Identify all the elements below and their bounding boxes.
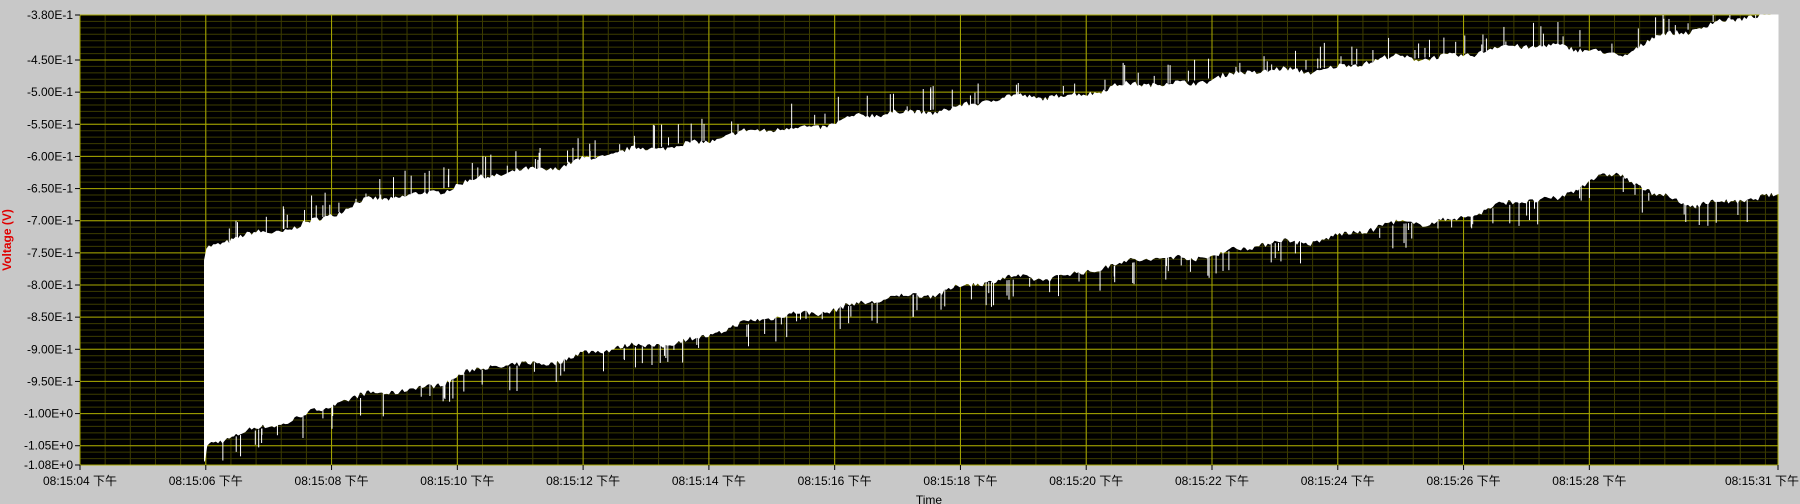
y-tick-label: -9.50E-1: [27, 374, 73, 388]
x-tick-label: 08:15:28 下午: [1552, 474, 1626, 488]
y-tick-label: -1.05E+0: [24, 439, 73, 453]
plot-area: [79, 14, 1779, 466]
y-tick-label: -3.80E-1: [27, 8, 73, 22]
x-tick-label: 08:15:14 下午: [672, 474, 746, 488]
x-axis-label: Time: [916, 493, 943, 504]
x-tick-label: 08:15:26 下午: [1427, 474, 1501, 488]
y-tick-label: -7.50E-1: [27, 246, 73, 260]
y-tick-label: -1.08E+0: [24, 458, 73, 472]
y-tick-label: -8.00E-1: [27, 278, 73, 292]
x-tick-label: 08:15:20 下午: [1049, 474, 1123, 488]
x-tick-label: 08:15:10 下午: [420, 474, 494, 488]
voltage-trace: [204, 14, 1779, 462]
x-tick-label: 08:15:22 下午: [1175, 474, 1249, 488]
trace-envelope: [204, 14, 1779, 462]
x-tick-label: 08:15:12 下午: [546, 474, 620, 488]
y-axis-ticks: -3.80E-1 -4.50E-1 -5.00E-1 -5.50E-1 -6.00E-1…: [24, 8, 80, 472]
x-tick-label: 08:15:24 下午: [1301, 474, 1375, 488]
y-tick-label: -5.00E-1: [27, 85, 73, 99]
y-tick-label: -6.50E-1: [27, 182, 73, 196]
x-tick-label: 08:15:16 下午: [798, 474, 872, 488]
y-tick-label: -7.00E-1: [27, 214, 73, 228]
x-tick-label: 08:15:06 下午: [169, 474, 243, 488]
y-tick-label: -1.00E+0: [24, 407, 73, 421]
x-tick-label: 08:15:31 下午: [1725, 474, 1799, 488]
y-tick-label: -9.00E-1: [27, 342, 73, 356]
y-tick-label: -4.50E-1: [27, 53, 73, 67]
x-axis-ticks: 08:15:04 下午 08:15:06 下午 08:15:08 下午 08:15:1…: [43, 465, 1799, 488]
y-axis-label: Voltage (V): [0, 209, 14, 271]
y-tick-label: -8.50E-1: [27, 310, 73, 324]
x-tick-label: 08:15:04 下午: [43, 474, 117, 488]
x-tick-label: 08:15:08 下午: [295, 474, 369, 488]
y-tick-label: -5.50E-1: [27, 117, 73, 131]
y-tick-label: -6.00E-1: [27, 149, 73, 163]
x-tick-label: 08:15:18 下午: [923, 474, 997, 488]
